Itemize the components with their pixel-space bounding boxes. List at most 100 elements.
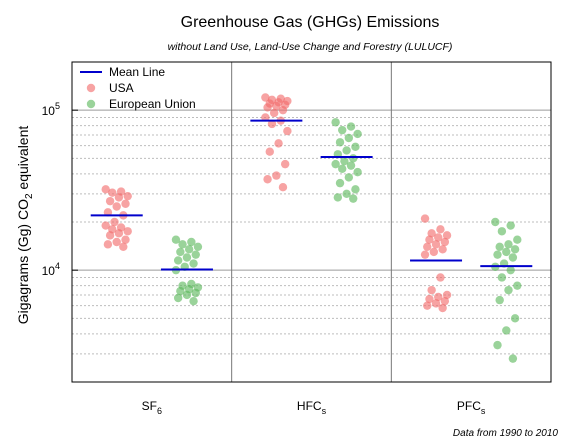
- chart-subtitle: without Land Use, Land-Use Change and Fo…: [168, 41, 453, 53]
- x-tick-main: HFC: [297, 399, 322, 413]
- data-point: [425, 294, 434, 304]
- data-point: [176, 286, 185, 296]
- data-point: [420, 214, 430, 223]
- y-tick-base: 10: [42, 104, 56, 118]
- data-point: [442, 231, 452, 240]
- data-point: [423, 301, 432, 310]
- data-point: [265, 147, 274, 156]
- data-point: [333, 193, 343, 202]
- data-point: [502, 326, 511, 335]
- x-tick-label: HFCs: [297, 399, 327, 416]
- data-point: [436, 225, 445, 234]
- data-point: [425, 235, 434, 244]
- data-point: [436, 273, 445, 282]
- x-tick-main: SF: [142, 399, 157, 413]
- data-point: [335, 138, 345, 147]
- data-point: [349, 194, 358, 203]
- data-point: [342, 189, 351, 199]
- data-point: [184, 245, 194, 254]
- data-point: [191, 250, 200, 259]
- legend-label: European Union: [109, 97, 196, 111]
- data-point: [263, 175, 272, 184]
- data-point: [420, 250, 430, 259]
- data-point: [353, 129, 362, 139]
- data-range-note: Data from 1990 to 2010: [453, 428, 559, 439]
- data-point: [189, 296, 198, 306]
- data-point: [280, 159, 290, 169]
- data-point: [267, 119, 277, 129]
- x-tick-main: PFC: [457, 399, 481, 413]
- data-point: [331, 118, 340, 127]
- data-point: [173, 293, 183, 303]
- y-axis-label-tail: equivalent: [15, 126, 31, 194]
- data-point: [497, 273, 507, 282]
- data-point: [274, 139, 283, 148]
- data-point: [427, 285, 436, 295]
- data-point: [176, 247, 185, 257]
- data-point: [121, 235, 130, 244]
- y-axis-label-main: Gigagrams (Gg) CO: [15, 199, 31, 324]
- data-point: [504, 285, 513, 295]
- data-point: [193, 242, 203, 251]
- data-point: [351, 185, 360, 194]
- y-tick-exponent: 4: [55, 261, 60, 271]
- chart-title: Greenhouse Gas (GHGs) Emissions: [181, 14, 440, 31]
- data-point: [495, 295, 504, 305]
- data-point: [504, 240, 513, 249]
- legend-dot-swatch: [86, 83, 96, 93]
- data-point: [349, 154, 358, 163]
- data-point: [272, 101, 281, 111]
- data-point: [112, 237, 121, 247]
- data-point: [506, 265, 515, 275]
- data-point: [335, 178, 345, 188]
- data-point: [510, 245, 520, 254]
- data-point: [283, 126, 292, 136]
- data-point: [344, 133, 354, 143]
- data-point: [438, 245, 447, 254]
- data-point: [431, 240, 441, 249]
- data-point: [346, 161, 356, 170]
- data-point: [114, 229, 124, 238]
- data-point: [495, 242, 504, 251]
- x-tick-sub: s: [481, 406, 486, 416]
- data-point: [278, 105, 288, 115]
- data-point: [508, 253, 518, 262]
- data-point: [346, 122, 356, 131]
- y-axis-label-sub: 2: [24, 193, 35, 199]
- data-point: [434, 292, 443, 302]
- data-point: [351, 142, 360, 152]
- data-point: [114, 193, 124, 202]
- data-point: [513, 235, 522, 244]
- data-point: [182, 253, 192, 262]
- y-tick-exponent: 5: [55, 101, 60, 111]
- data-point: [431, 299, 441, 308]
- data-point: [261, 93, 270, 102]
- data-point: [269, 108, 279, 118]
- data-point: [427, 229, 436, 238]
- x-tick-label: SF6: [142, 399, 162, 416]
- data-point: [434, 233, 443, 242]
- data-point: [338, 164, 347, 174]
- data-point: [261, 113, 270, 122]
- data-point: [506, 221, 515, 230]
- data-point: [493, 340, 502, 350]
- data-point: [101, 185, 110, 194]
- x-tick-sub: 6: [157, 406, 162, 416]
- plot-frame: [71, 61, 552, 383]
- data-point: [119, 242, 128, 251]
- data-point: [510, 314, 520, 323]
- data-point: [101, 221, 110, 230]
- x-tick-label: PFCs: [457, 399, 486, 416]
- y-tick-base: 10: [42, 264, 56, 278]
- data-point: [502, 247, 511, 257]
- data-point: [440, 237, 450, 247]
- data-point: [108, 188, 117, 197]
- data-point: [338, 125, 347, 135]
- data-point: [508, 354, 518, 363]
- data-point: [272, 171, 281, 180]
- data-point: [423, 242, 432, 251]
- data-point: [429, 247, 439, 257]
- data-point: [353, 167, 362, 177]
